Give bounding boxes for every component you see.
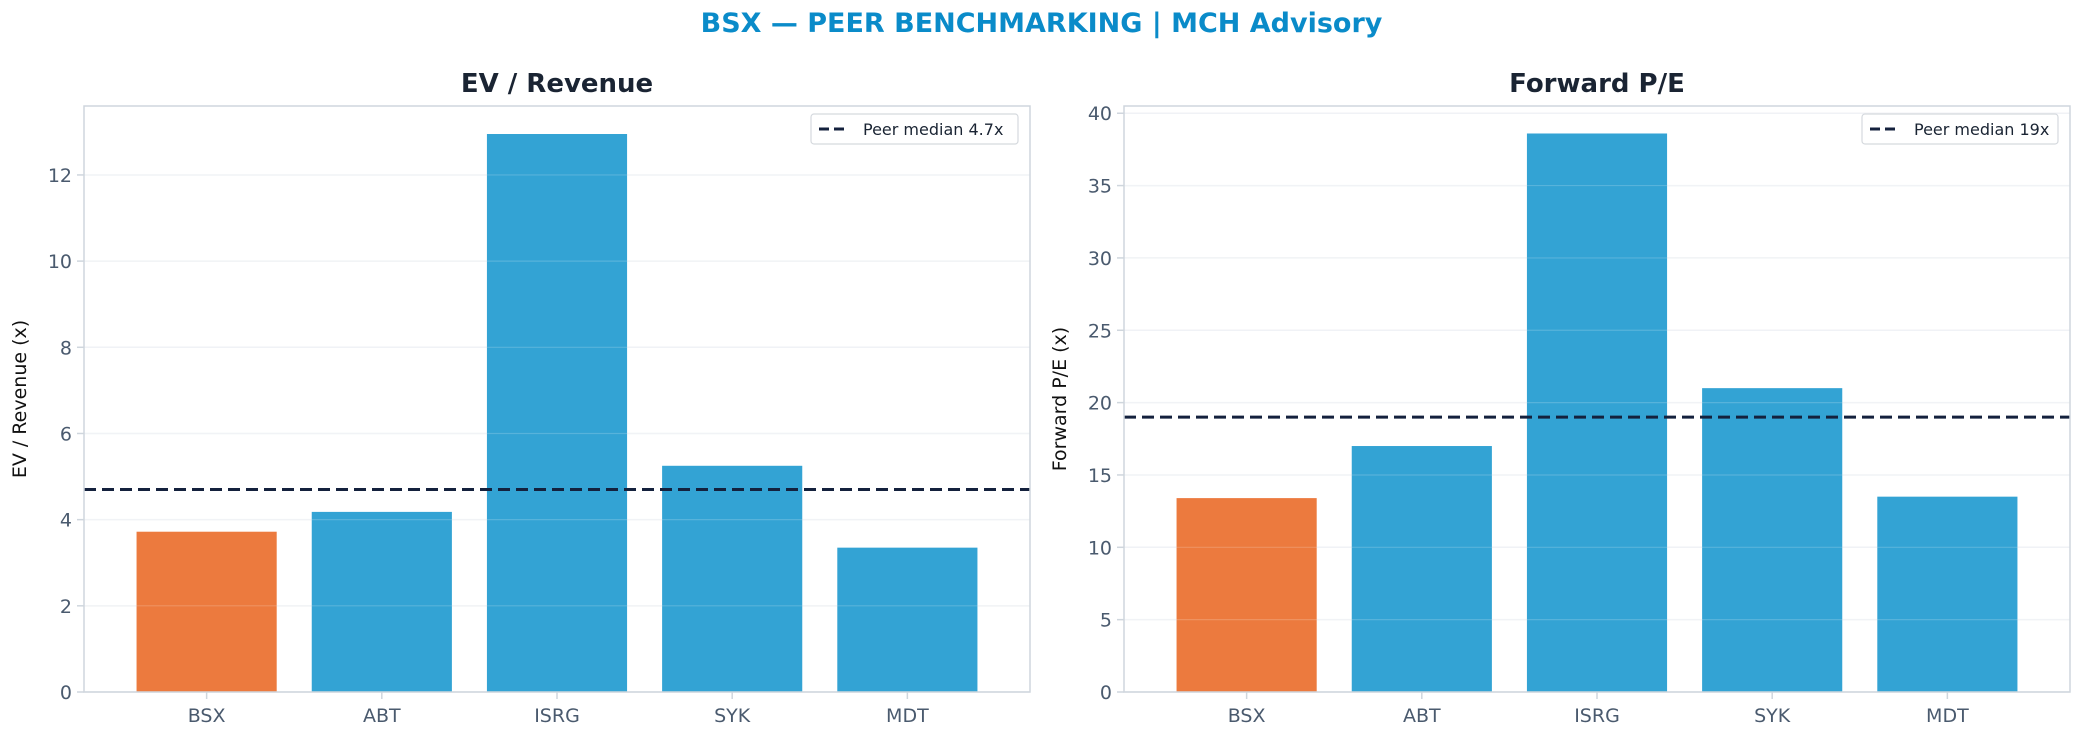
y-tick-label: 10 <box>48 251 72 273</box>
legend: Peer median 19x <box>1861 113 2059 145</box>
bar-syk <box>662 465 803 692</box>
y-axis-label: EV / Revenue (x) <box>9 320 31 478</box>
x-tick-label: BSX <box>1228 705 1266 727</box>
panel-title: EV / Revenue <box>461 69 653 99</box>
y-tick-label: 30 <box>1088 248 1112 270</box>
y-tick-label: 4 <box>60 510 72 532</box>
legend-label: Peer median 19x <box>1914 120 2049 139</box>
y-axis-label: Forward P/E (x) <box>1049 327 1071 471</box>
legend-box <box>810 113 1019 145</box>
y-tick-label: 0 <box>1100 682 1112 704</box>
x-tick-label: BSX <box>188 705 226 727</box>
legend-box <box>1861 113 2059 145</box>
y-tick-label: 15 <box>1088 465 1112 487</box>
y-tick-label: 2 <box>60 596 72 618</box>
legend: Peer median 4.7x <box>810 113 1019 145</box>
bar-abt <box>1351 446 1492 692</box>
bar-mdt <box>1877 496 2018 692</box>
x-tick-label: SYK <box>714 705 751 727</box>
chart-panel-1: 0 2 4 6 8 10 12 BSX ABT ISRG SYK MDT EV / Revenue EV … <box>9 69 1031 727</box>
bar-isrg <box>486 134 628 693</box>
x-tick-label: MDT <box>886 705 929 727</box>
y-tick-label: 6 <box>60 423 72 445</box>
x-tick-label: SYK <box>1754 705 1791 727</box>
figure-title: BSX — PEER BENCHMARKING | MCH Advisory <box>700 8 1383 39</box>
x-tick-label: ISRG <box>534 705 580 727</box>
x-tick-label: MDT <box>1926 705 1969 727</box>
bar-bsx <box>136 531 277 692</box>
x-tick-label: ABT <box>1403 705 1441 727</box>
bar-isrg <box>1526 133 1668 693</box>
bar-syk <box>1702 388 1843 692</box>
chart-panel-2: 0 5 10 15 20 25 30 35 40 BSX ABT ISRG SYK MDT Forward … <box>1049 69 2071 727</box>
x-tick-label: ISRG <box>1574 705 1620 727</box>
y-tick-label: 25 <box>1088 320 1112 342</box>
y-tick-label: 5 <box>1100 610 1112 632</box>
y-tick-label: 0 <box>60 682 72 704</box>
legend-label: Peer median 4.7x <box>863 120 1003 139</box>
panel-title: Forward P/E <box>1509 69 1685 99</box>
y-tick-label: 20 <box>1088 393 1112 415</box>
y-tick-label: 10 <box>1088 537 1112 559</box>
bar-bsx <box>1176 498 1317 692</box>
y-tick-label: 8 <box>60 337 72 359</box>
bar-abt <box>311 511 452 692</box>
bar-mdt <box>837 547 978 692</box>
y-tick-label: 12 <box>48 165 72 187</box>
x-tick-label: ABT <box>363 705 401 727</box>
y-tick-label: 40 <box>1088 103 1112 125</box>
y-tick-label: 35 <box>1088 176 1112 198</box>
